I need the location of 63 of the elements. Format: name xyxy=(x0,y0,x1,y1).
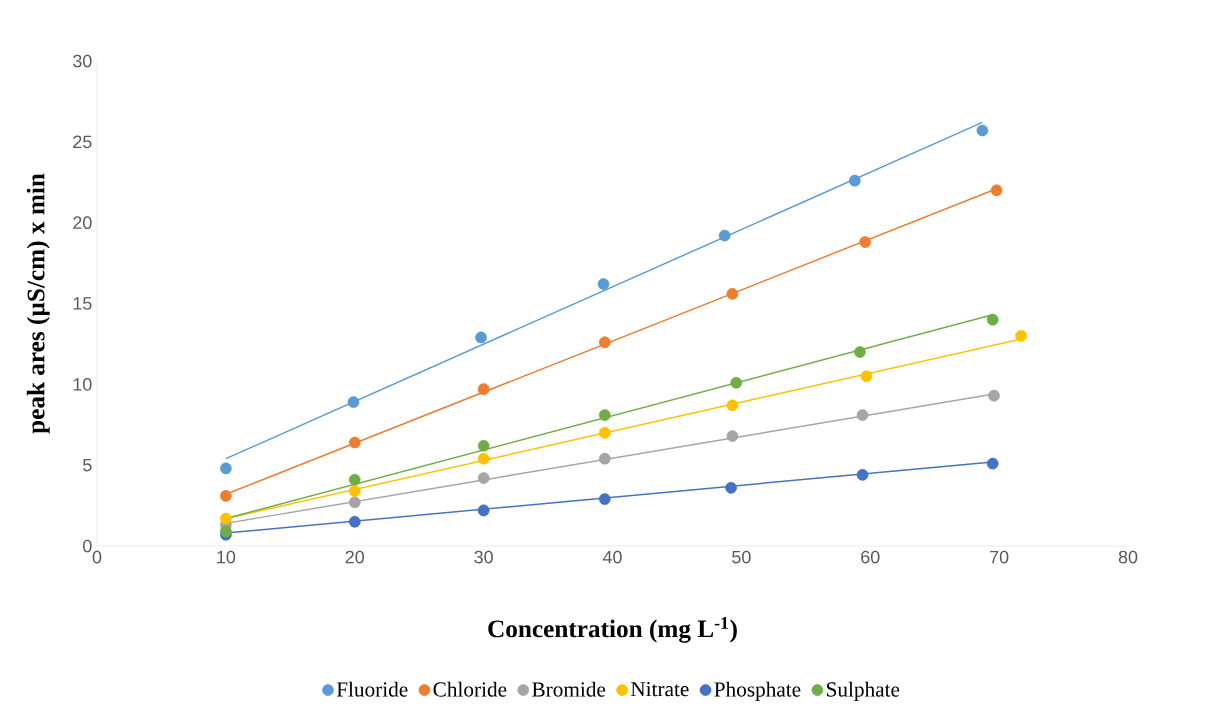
x-tick-label: 30 xyxy=(474,550,493,564)
point xyxy=(348,436,361,449)
point xyxy=(477,383,490,396)
x-tick-label: 10 xyxy=(217,550,236,564)
y-tick-label: 25 xyxy=(73,135,92,149)
point xyxy=(725,481,737,494)
point xyxy=(348,496,361,509)
point xyxy=(986,457,999,470)
point xyxy=(726,287,739,300)
y-tick-label: 15 xyxy=(73,297,92,310)
point xyxy=(1015,329,1027,342)
legend-label: Chloride xyxy=(433,681,507,697)
point xyxy=(859,236,871,248)
legend-label: Sulphate xyxy=(826,681,900,701)
x-tick-label: 70 xyxy=(990,550,1009,564)
point xyxy=(348,515,361,528)
point xyxy=(477,504,490,517)
x-tick-label: 40 xyxy=(602,550,622,564)
y-tick-label: 0 xyxy=(83,539,92,553)
x-tick-label: 0 xyxy=(92,550,102,564)
point xyxy=(856,409,869,421)
point xyxy=(348,485,361,497)
point xyxy=(477,439,490,452)
point xyxy=(988,389,1000,402)
point xyxy=(856,469,869,481)
x-tick-label: 20 xyxy=(345,550,365,564)
point xyxy=(220,512,232,525)
x-tick-label: 60 xyxy=(861,550,880,564)
point xyxy=(477,472,490,484)
point xyxy=(598,426,611,439)
point xyxy=(860,370,873,383)
y-tick-label: 5 xyxy=(83,458,92,472)
point xyxy=(220,462,232,475)
point xyxy=(986,313,999,326)
point xyxy=(990,184,1003,197)
point xyxy=(976,124,989,137)
point xyxy=(598,409,611,421)
y-tick-label: 20 xyxy=(73,216,92,229)
legend-label: Phosphate xyxy=(714,681,801,701)
x-axis-title: Concentration (mg L$^{-1}$) xyxy=(488,617,737,643)
legend-label: Fluoride xyxy=(336,681,408,697)
y-tick-label: 10 xyxy=(73,377,92,391)
point xyxy=(730,376,743,389)
point xyxy=(848,174,861,187)
point xyxy=(598,493,611,505)
point xyxy=(854,346,866,358)
legend-label: Nitrate xyxy=(630,682,689,697)
x-tick-label: 50 xyxy=(732,550,751,564)
point xyxy=(348,473,361,486)
point xyxy=(726,399,739,412)
point xyxy=(220,490,232,502)
y-axis-title: peak ares (µS/cm) x min xyxy=(26,173,50,434)
point xyxy=(475,331,487,344)
point xyxy=(718,229,731,242)
point xyxy=(726,430,739,442)
point xyxy=(598,452,611,465)
point xyxy=(347,396,360,408)
legend-label: Bromide xyxy=(532,681,606,697)
x-tick-label: 80 xyxy=(1118,550,1138,564)
y-tick-label: 30 xyxy=(73,54,92,68)
point xyxy=(598,336,611,349)
point xyxy=(597,278,610,290)
point xyxy=(477,452,490,465)
